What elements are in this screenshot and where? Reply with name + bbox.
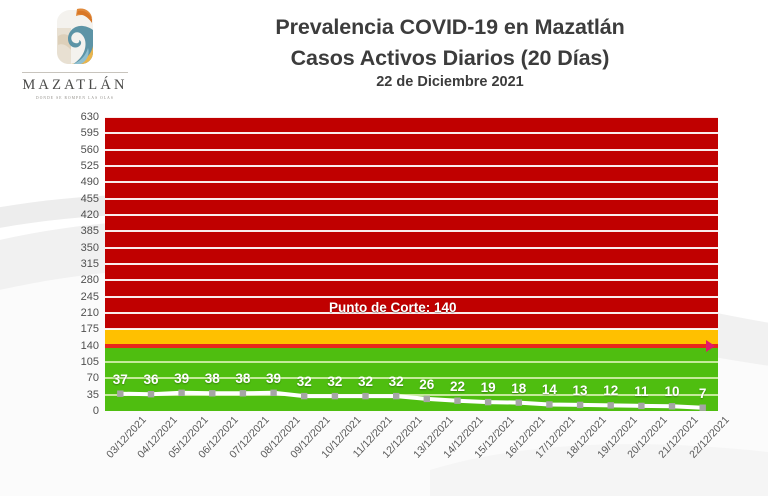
data-point-marker[interactable] bbox=[515, 399, 522, 406]
chart-title-line-1: Prevalencia COVID-19 en Mazatlán bbox=[275, 15, 625, 39]
data-point-marker[interactable] bbox=[454, 397, 461, 404]
y-axis-tick-label: 490 bbox=[80, 176, 99, 189]
data-point-marker[interactable] bbox=[393, 392, 400, 400]
data-point-marker[interactable] bbox=[546, 401, 553, 408]
data-point-marker[interactable] bbox=[668, 403, 676, 410]
series-line bbox=[117, 389, 706, 411]
y-axis-tick-label: 455 bbox=[80, 192, 99, 205]
data-point-marker[interactable] bbox=[423, 395, 430, 403]
gridline bbox=[105, 117, 718, 118]
data-point-label: 19 bbox=[480, 380, 496, 396]
data-point-label: 39 bbox=[174, 370, 190, 386]
y-axis-tick-label: 315 bbox=[80, 258, 99, 270]
plot-area: Punto de Corte: 140 37 36 39 38 38 39 32 32 32 32 2… bbox=[105, 117, 718, 411]
data-point-marker[interactable] bbox=[638, 402, 645, 410]
y-axis-tick-label: 350 bbox=[80, 241, 99, 254]
data-point-label: 37 bbox=[112, 371, 128, 387]
data-point-label: 13 bbox=[572, 382, 588, 398]
y-axis-tick-label: 210 bbox=[80, 307, 99, 319]
brand-logo: MAZATLÁN DONDE SE ROMPEN LAS OLAS bbox=[14, 4, 136, 100]
gridline bbox=[105, 165, 718, 167]
gridline bbox=[105, 214, 718, 216]
data-point-label: 11 bbox=[634, 383, 649, 399]
y-axis-tick-label: 35 bbox=[86, 388, 99, 401]
y-axis-tick-label: 245 bbox=[80, 290, 99, 303]
y-axis-tick-label: 595 bbox=[80, 127, 99, 140]
gridline bbox=[105, 148, 718, 151]
data-point-marker[interactable] bbox=[147, 391, 155, 398]
chart-title-line-2: Casos Activos Diarios (20 Días) bbox=[290, 45, 610, 70]
chart-date-subtitle: 22 de Diciembre 2021 bbox=[376, 74, 524, 91]
data-point-marker[interactable] bbox=[117, 390, 124, 397]
data-point-label: 38 bbox=[235, 371, 251, 387]
data-point-label: 7 bbox=[698, 385, 707, 401]
chart: 630 595 560 525 490 455 420 385 350 315 280 245 210 1… bbox=[0, 111, 768, 496]
gridline bbox=[105, 197, 718, 200]
x-axis: 03/12/2021 04/12/2021 05/12/2021 06/12/2021… bbox=[104, 412, 731, 496]
data-point-marker[interactable] bbox=[576, 401, 584, 409]
y-axis-tick-label: 175 bbox=[80, 323, 99, 336]
mazatlan-wave-shell-icon bbox=[57, 8, 93, 64]
data-point-label: 32 bbox=[388, 374, 404, 390]
data-point-label: 32 bbox=[327, 374, 343, 390]
gridline bbox=[105, 181, 718, 184]
data-point-marker[interactable] bbox=[699, 404, 706, 411]
y-axis-tick-label: 420 bbox=[80, 209, 99, 221]
data-point-label: 10 bbox=[664, 384, 680, 400]
gridline bbox=[105, 132, 718, 135]
data-point-label: 39 bbox=[266, 370, 282, 386]
y-axis-tick-label: 70 bbox=[86, 372, 99, 385]
data-point-marker[interactable] bbox=[484, 398, 492, 406]
data-point-label: 32 bbox=[358, 374, 374, 390]
data-point-marker[interactable] bbox=[362, 392, 369, 400]
data-point-marker[interactable] bbox=[209, 390, 216, 397]
data-point-label: 38 bbox=[204, 371, 220, 387]
header: MAZATLÁN DONDE SE ROMPEN LAS OLAS Preval… bbox=[0, 0, 768, 112]
data-point-marker[interactable] bbox=[270, 389, 277, 396]
data-point-marker[interactable] bbox=[301, 392, 308, 400]
page-title: Prevalencia COVID-19 en Mazatlán Casos A… bbox=[150, 12, 750, 90]
data-point-marker[interactable] bbox=[331, 392, 339, 400]
data-point-marker[interactable] bbox=[607, 402, 614, 409]
brand-wordmark: MAZATLÁN bbox=[22, 72, 128, 94]
y-axis-tick-label: 280 bbox=[80, 274, 99, 287]
cutoff-line bbox=[105, 343, 718, 348]
data-point-label: 36 bbox=[143, 372, 159, 388]
y-axis: 630 595 560 525 490 455 420 385 350 315 280 245 210 1… bbox=[0, 111, 99, 417]
brand-tagline: DONDE SE ROMPEN LAS OLAS bbox=[36, 96, 114, 100]
data-point-label: 12 bbox=[603, 383, 619, 399]
data-point-marker[interactable] bbox=[239, 390, 247, 397]
y-axis-tick-label: 560 bbox=[80, 143, 99, 156]
data-point-label: 18 bbox=[511, 380, 527, 396]
y-axis-tick-label: 525 bbox=[80, 160, 99, 172]
cutoff-annotation-label: Punto de Corte: 140 bbox=[329, 299, 457, 315]
data-point-label: 32 bbox=[296, 374, 312, 390]
y-axis-tick-label: 140 bbox=[80, 339, 99, 352]
data-point-marker[interactable] bbox=[178, 389, 185, 396]
y-axis-tick-label: 630 bbox=[80, 111, 99, 123]
data-point-label: 26 bbox=[419, 376, 435, 392]
data-point-label: 22 bbox=[449, 378, 465, 394]
y-axis-tick-label: 105 bbox=[80, 356, 99, 368]
y-axis-tick-label: 0 bbox=[92, 405, 99, 417]
cutoff-arrow-icon bbox=[706, 339, 715, 352]
data-point-label: 14 bbox=[541, 382, 557, 398]
y-axis-tick-label: 385 bbox=[80, 225, 99, 238]
